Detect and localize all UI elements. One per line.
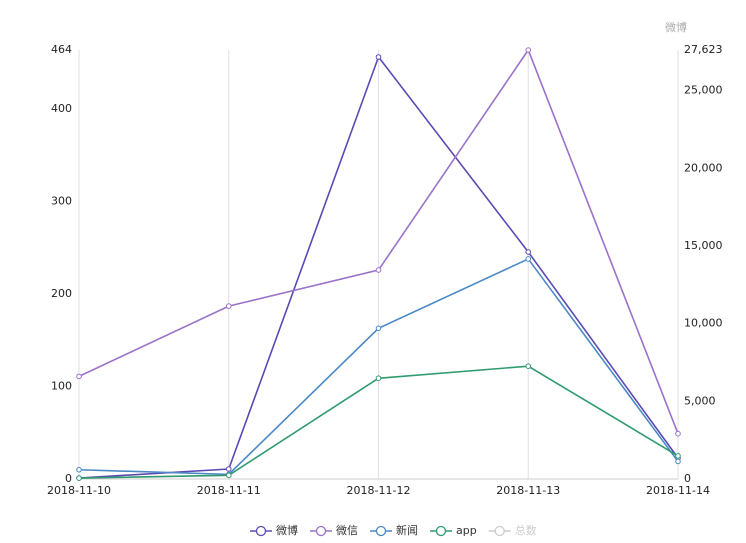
legend-marker[interactable] xyxy=(315,525,327,537)
data-point xyxy=(675,453,681,459)
data-point xyxy=(525,47,532,53)
y-tick-label: 0 xyxy=(65,472,72,485)
y-tick-label: 400 xyxy=(51,102,72,115)
x-tick-label: 2018-11-10 xyxy=(47,484,111,497)
y2-axis-label: 微博 xyxy=(665,20,687,34)
y-tick-label: 200 xyxy=(51,287,72,300)
data-point xyxy=(525,249,532,255)
x-tick-label: 2018-11-14 xyxy=(646,484,710,497)
legend-marker[interactable] xyxy=(435,525,447,537)
legend-label[interactable]: 微信 xyxy=(336,523,358,537)
x-tick-label: 2018-11-13 xyxy=(496,484,560,497)
y-tick-label: 300 xyxy=(51,195,72,208)
y-tick-label: 464 xyxy=(51,43,72,56)
x-tick-label: 2018-11-12 xyxy=(347,484,411,497)
data-point xyxy=(76,466,82,473)
data-point xyxy=(375,325,382,332)
data-point xyxy=(76,475,82,481)
data-point xyxy=(675,430,681,437)
x-tick-label: 2018-11-11 xyxy=(197,484,261,497)
y2-tick-label: 20,000 xyxy=(684,161,723,174)
data-point xyxy=(375,54,382,60)
legend-label[interactable]: 新闻 xyxy=(396,523,418,537)
legend-label[interactable]: app xyxy=(456,524,477,537)
y2-tick-label: 10,000 xyxy=(684,317,723,330)
legend-marker[interactable] xyxy=(375,525,387,537)
y-tick-label: 100 xyxy=(51,380,72,393)
data-point xyxy=(525,256,532,262)
data-point xyxy=(225,472,232,479)
data-point xyxy=(375,267,382,273)
data-point xyxy=(525,363,532,370)
data-point xyxy=(675,458,681,465)
data-point xyxy=(76,373,82,380)
legend-marker[interactable] xyxy=(494,525,505,537)
y2-tick-label: 27,623 xyxy=(684,43,723,56)
legend-marker[interactable] xyxy=(255,525,267,537)
legend-label[interactable]: 微博 xyxy=(276,523,298,537)
y2-tick-label: 25,000 xyxy=(684,84,723,97)
y2-tick-label: 15,000 xyxy=(684,239,723,252)
y2-tick-label: 0 xyxy=(684,472,691,485)
data-point xyxy=(225,303,232,309)
legend-label[interactable]: 总数 xyxy=(515,523,537,537)
data-point xyxy=(375,375,382,382)
y2-tick-label: 5,000 xyxy=(684,394,716,407)
data-point xyxy=(225,466,232,472)
